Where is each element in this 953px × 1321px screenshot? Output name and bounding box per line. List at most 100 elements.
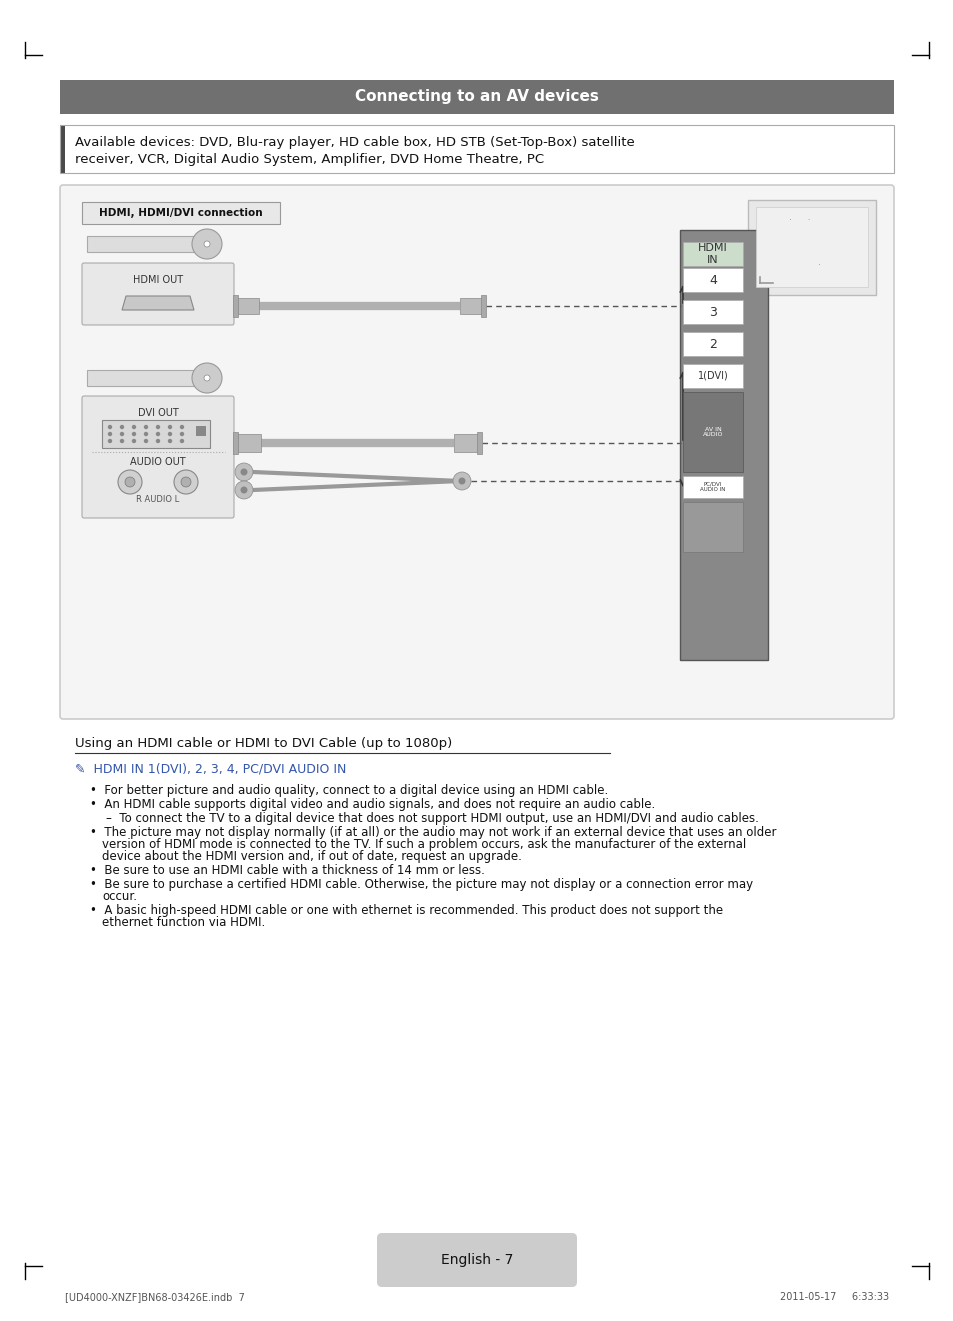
Bar — [233, 295, 237, 317]
Bar — [682, 365, 742, 388]
Circle shape — [234, 481, 253, 499]
Text: 3: 3 — [708, 305, 717, 318]
Polygon shape — [122, 296, 193, 310]
Bar — [60, 81, 893, 114]
Bar — [755, 207, 867, 287]
Text: ·     ·: · · — [788, 215, 810, 225]
Text: version of HDMI mode is connected to the TV. If such a problem occurs, ask the m: version of HDMI mode is connected to the… — [102, 838, 745, 851]
Text: 2011-05-17     6:33:33: 2011-05-17 6:33:33 — [779, 1292, 888, 1303]
Circle shape — [132, 432, 136, 436]
Bar — [454, 435, 479, 452]
Circle shape — [240, 486, 247, 494]
Text: 4: 4 — [708, 273, 717, 287]
Bar — [747, 199, 875, 295]
Circle shape — [144, 425, 148, 429]
Text: device about the HDMI version and, if out of date, request an upgrade.: device about the HDMI version and, if ou… — [102, 849, 521, 863]
Text: AV IN
AUDIO: AV IN AUDIO — [702, 427, 722, 437]
Bar — [60, 125, 893, 173]
Circle shape — [173, 470, 198, 494]
Bar — [234, 299, 258, 314]
Text: •  For better picture and audio quality, connect to a digital device using an HD: • For better picture and audio quality, … — [90, 783, 608, 797]
Text: ✎  HDMI IN 1(DVI), 2, 3, 4, PC/DVI AUDIO IN: ✎ HDMI IN 1(DVI), 2, 3, 4, PC/DVI AUDIO … — [75, 762, 346, 775]
Bar — [682, 300, 742, 324]
Text: 2: 2 — [708, 337, 717, 350]
Bar — [60, 125, 65, 173]
Bar — [233, 432, 237, 454]
Circle shape — [168, 432, 172, 436]
Text: 1(DVI): 1(DVI) — [697, 371, 727, 380]
Text: –  To connect the TV to a digital device that does not support HDMI output, use : – To connect the TV to a digital device … — [106, 812, 758, 826]
Circle shape — [108, 432, 112, 436]
Bar — [459, 299, 483, 314]
Circle shape — [120, 439, 124, 444]
Circle shape — [108, 439, 112, 444]
Text: HDMI
IN: HDMI IN — [698, 243, 727, 264]
Text: •  An HDMI cable supports digital video and audio signals, and does not require : • An HDMI cable supports digital video a… — [90, 798, 655, 811]
Circle shape — [120, 432, 124, 436]
FancyBboxPatch shape — [376, 1232, 577, 1287]
Circle shape — [453, 472, 471, 490]
Text: PC/DVI
AUDIO IN: PC/DVI AUDIO IN — [700, 482, 725, 493]
Text: occur.: occur. — [102, 890, 137, 904]
Text: [UD4000-XNZF]BN68-03426E.indb  7: [UD4000-XNZF]BN68-03426E.indb 7 — [65, 1292, 245, 1303]
Circle shape — [155, 432, 160, 436]
Text: •  Be sure to purchase a certified HDMI cable. Otherwise, the picture may not di: • Be sure to purchase a certified HDMI c… — [90, 878, 752, 890]
Bar — [682, 392, 742, 472]
Circle shape — [108, 425, 112, 429]
FancyBboxPatch shape — [82, 263, 233, 325]
Text: ethernet function via HDMI.: ethernet function via HDMI. — [102, 915, 265, 929]
Circle shape — [192, 363, 222, 394]
FancyBboxPatch shape — [82, 396, 233, 518]
Circle shape — [125, 477, 135, 487]
Text: HDMI, HDMI/DVI connection: HDMI, HDMI/DVI connection — [99, 207, 262, 218]
Circle shape — [120, 425, 124, 429]
Bar — [102, 420, 210, 448]
Text: receiver, VCR, Digital Audio System, Amplifier, DVD Home Theatre, PC: receiver, VCR, Digital Audio System, Amp… — [75, 153, 543, 166]
Circle shape — [179, 425, 184, 429]
Circle shape — [192, 229, 222, 259]
Circle shape — [234, 462, 253, 481]
Bar — [87, 370, 202, 386]
Bar — [682, 242, 742, 266]
FancyBboxPatch shape — [60, 185, 893, 719]
Circle shape — [179, 439, 184, 444]
Bar — [480, 295, 485, 317]
Circle shape — [132, 439, 136, 444]
Circle shape — [168, 425, 172, 429]
Circle shape — [155, 425, 160, 429]
Circle shape — [204, 240, 210, 247]
Text: AUDIO OUT: AUDIO OUT — [130, 457, 186, 468]
Text: •  The picture may not display normally (if at all) or the audio may not work if: • The picture may not display normally (… — [90, 826, 776, 839]
Bar — [682, 502, 742, 552]
Text: •  Be sure to use an HDMI cable with a thickness of 14 mm or less.: • Be sure to use an HDMI cable with a th… — [90, 864, 484, 877]
Circle shape — [168, 439, 172, 444]
Text: HDMI OUT: HDMI OUT — [132, 275, 183, 285]
Text: Connecting to an AV devices: Connecting to an AV devices — [355, 90, 598, 104]
Bar — [682, 476, 742, 498]
Text: ·: · — [818, 260, 821, 269]
Circle shape — [204, 375, 210, 380]
Bar — [82, 202, 280, 225]
Circle shape — [458, 477, 465, 485]
Circle shape — [132, 425, 136, 429]
Circle shape — [118, 470, 142, 494]
Circle shape — [144, 439, 148, 444]
Circle shape — [155, 439, 160, 444]
Circle shape — [179, 432, 184, 436]
Text: R AUDIO L: R AUDIO L — [136, 494, 179, 503]
Bar — [476, 432, 481, 454]
Text: Available devices: DVD, Blu-ray player, HD cable box, HD STB (Set-Top-Box) satel: Available devices: DVD, Blu-ray player, … — [75, 136, 634, 149]
Bar — [682, 268, 742, 292]
Bar — [682, 332, 742, 355]
Bar — [195, 425, 206, 436]
Bar — [234, 435, 261, 452]
Text: DVI OUT: DVI OUT — [137, 408, 178, 417]
Bar — [87, 236, 202, 252]
Text: •  A basic high-speed HDMI cable or one with ethernet is recommended. This produ: • A basic high-speed HDMI cable or one w… — [90, 904, 722, 917]
Circle shape — [181, 477, 191, 487]
Circle shape — [144, 432, 148, 436]
Text: Using an HDMI cable or HDMI to DVI Cable (up to 1080p): Using an HDMI cable or HDMI to DVI Cable… — [75, 737, 452, 750]
Bar — [679, 230, 767, 660]
Circle shape — [240, 469, 247, 476]
Text: English - 7: English - 7 — [440, 1254, 513, 1267]
